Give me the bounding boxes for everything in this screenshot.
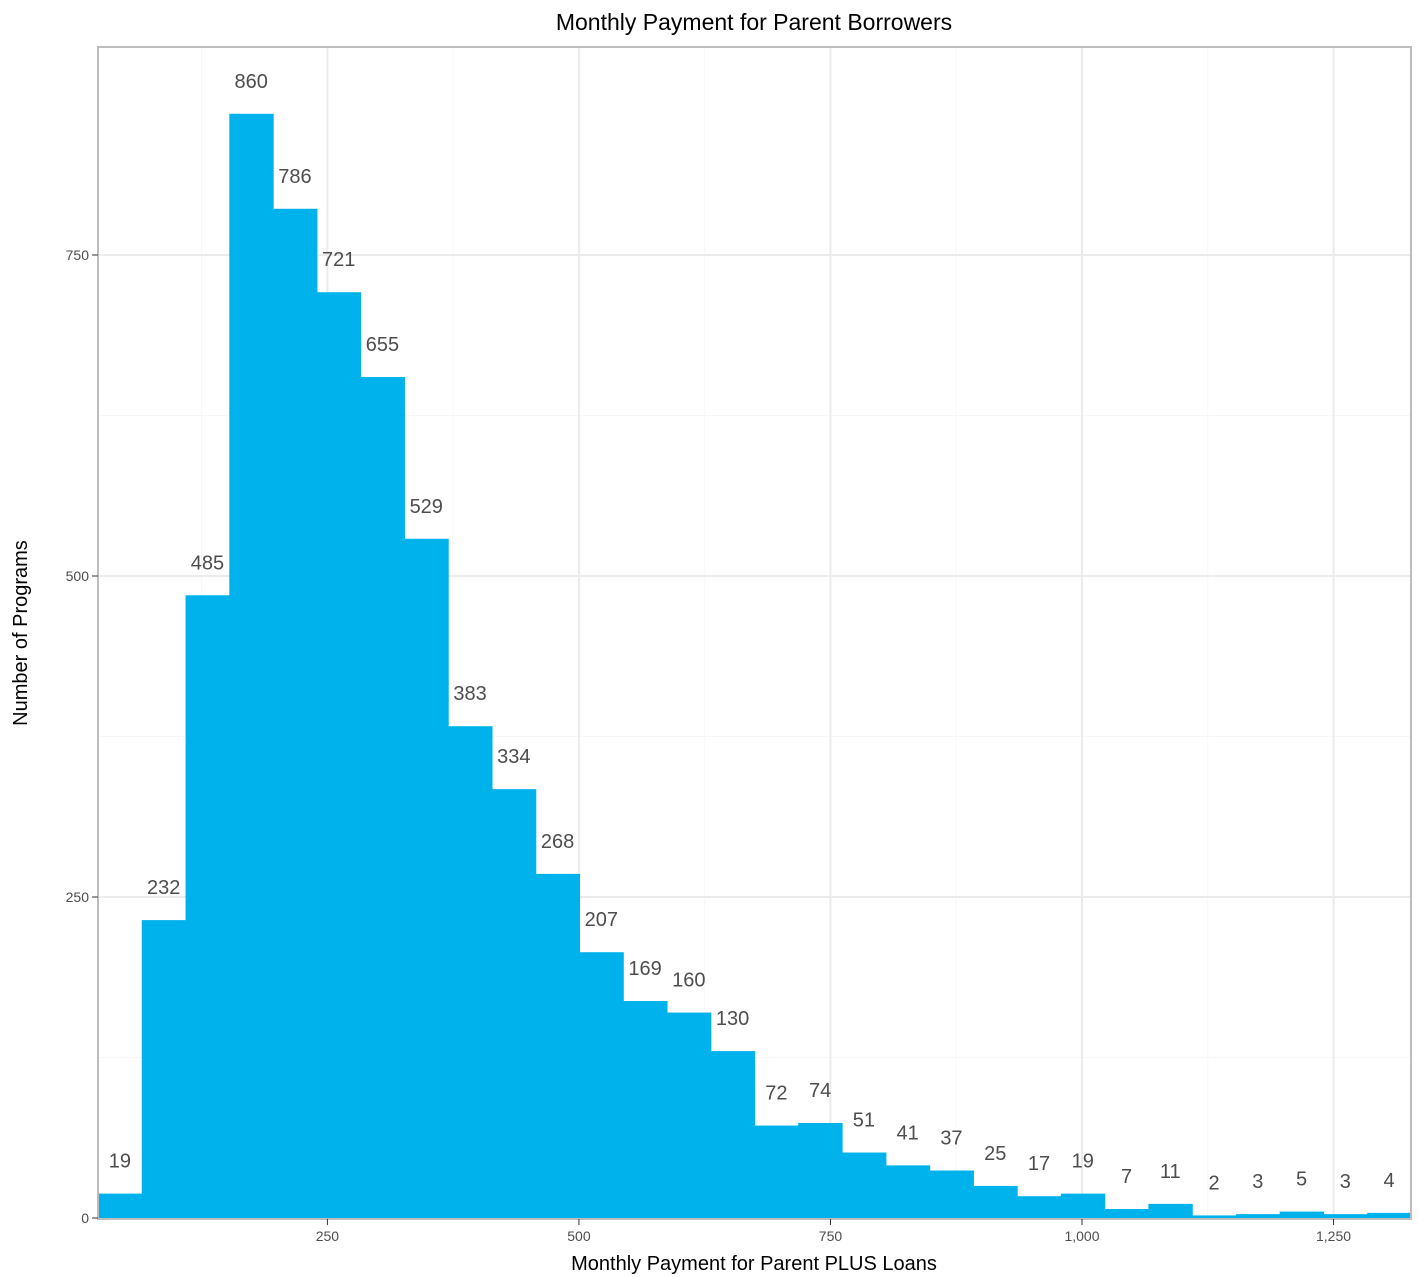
y-axis: 0 250 500 750 xyxy=(66,247,98,1226)
bar-value-label: 25 xyxy=(984,1143,1006,1165)
histogram-bar xyxy=(973,1185,1018,1218)
y-axis-title: Number of Programs xyxy=(10,540,32,726)
histogram-bar xyxy=(579,952,624,1218)
bar-value-label: 5 xyxy=(1296,1169,1307,1191)
bar-value-label: 207 xyxy=(585,909,618,931)
y-tick-label: 750 xyxy=(66,247,90,263)
histogram-bar xyxy=(229,113,274,1218)
bar-value-label: 860 xyxy=(234,71,267,93)
bar-value-label: 160 xyxy=(672,970,705,992)
chart-title: Monthly Payment for Parent Borrowers xyxy=(556,9,952,35)
x-axis-title: Monthly Payment for Parent PLUS Loans xyxy=(571,1253,937,1275)
histogram-bar xyxy=(273,208,318,1218)
bar-value-label: 72 xyxy=(765,1083,787,1105)
bar-value-label: 74 xyxy=(809,1080,831,1102)
histogram-bar xyxy=(1279,1211,1325,1218)
histogram-bar xyxy=(1017,1196,1062,1218)
y-tick-label: 500 xyxy=(66,568,90,584)
bar-value-label: 2 xyxy=(1208,1172,1219,1194)
histogram-bar xyxy=(1192,1215,1237,1218)
bar-labels: 1923248586078672165552938333426820716916… xyxy=(109,71,1395,1195)
bar-value-label: 3 xyxy=(1252,1171,1263,1193)
x-tick-label: 1,000 xyxy=(1064,1228,1099,1244)
histogram-bar xyxy=(1148,1203,1193,1218)
x-tick-label: 250 xyxy=(316,1228,340,1244)
histogram-bar xyxy=(1104,1209,1149,1218)
x-tick-label: 500 xyxy=(567,1228,591,1244)
bar-value-label: 383 xyxy=(453,683,486,705)
x-axis: 250 500 750 1,000 1,250 xyxy=(316,1219,1351,1244)
histogram-bar xyxy=(710,1051,756,1218)
plot-border xyxy=(97,46,1412,1220)
y-tick-label: 250 xyxy=(66,889,90,905)
bars xyxy=(98,113,1412,1219)
bar-value-label: 51 xyxy=(853,1110,875,1132)
histogram-bar xyxy=(798,1122,843,1218)
histogram-bar xyxy=(185,595,230,1218)
bar-value-label: 232 xyxy=(147,877,180,899)
bar-value-label: 268 xyxy=(541,831,574,853)
histogram-bar xyxy=(535,873,581,1218)
histogram-bar xyxy=(491,789,537,1218)
bar-value-label: 655 xyxy=(366,334,399,356)
histogram-bar xyxy=(360,376,405,1219)
bar-value-label: 169 xyxy=(628,958,661,980)
y-tick-label: 0 xyxy=(81,1210,89,1226)
histogram-bar xyxy=(929,1170,974,1218)
histogram-bar xyxy=(754,1125,799,1218)
histogram-bar xyxy=(1323,1214,1368,1218)
histogram-bar xyxy=(404,538,449,1218)
x-tick-label: 1,250 xyxy=(1316,1228,1351,1244)
bar-value-label: 529 xyxy=(410,496,443,518)
histogram-bar xyxy=(1367,1212,1412,1218)
bar-value-label: 485 xyxy=(191,552,224,574)
bar-value-label: 17 xyxy=(1028,1153,1050,1175)
bar-value-label: 4 xyxy=(1384,1170,1395,1192)
histogram-bar xyxy=(885,1165,931,1218)
bar-value-label: 19 xyxy=(109,1151,131,1173)
histogram-bar xyxy=(316,292,362,1219)
bar-value-label: 19 xyxy=(1072,1151,1094,1173)
bar-value-label: 721 xyxy=(322,249,355,271)
bar-value-label: 41 xyxy=(897,1122,919,1144)
bar-value-label: 334 xyxy=(497,746,530,768)
histogram-bar xyxy=(448,726,493,1218)
histogram-bar xyxy=(666,1012,712,1218)
histogram-bar xyxy=(141,920,187,1218)
bar-value-label: 3 xyxy=(1340,1171,1351,1193)
bar-value-label: 786 xyxy=(278,166,311,188)
bar-value-label: 130 xyxy=(716,1008,749,1030)
bar-value-label: 11 xyxy=(1160,1161,1181,1183)
histogram-bar xyxy=(1060,1193,1106,1218)
histogram-bar xyxy=(1235,1214,1281,1218)
x-tick-label: 750 xyxy=(819,1228,843,1244)
histogram-bar xyxy=(842,1152,887,1218)
bar-value-label: 7 xyxy=(1121,1166,1132,1188)
bar-value-label: 37 xyxy=(940,1127,962,1149)
histogram-bar xyxy=(623,1001,668,1218)
histogram-bar xyxy=(98,1193,143,1218)
